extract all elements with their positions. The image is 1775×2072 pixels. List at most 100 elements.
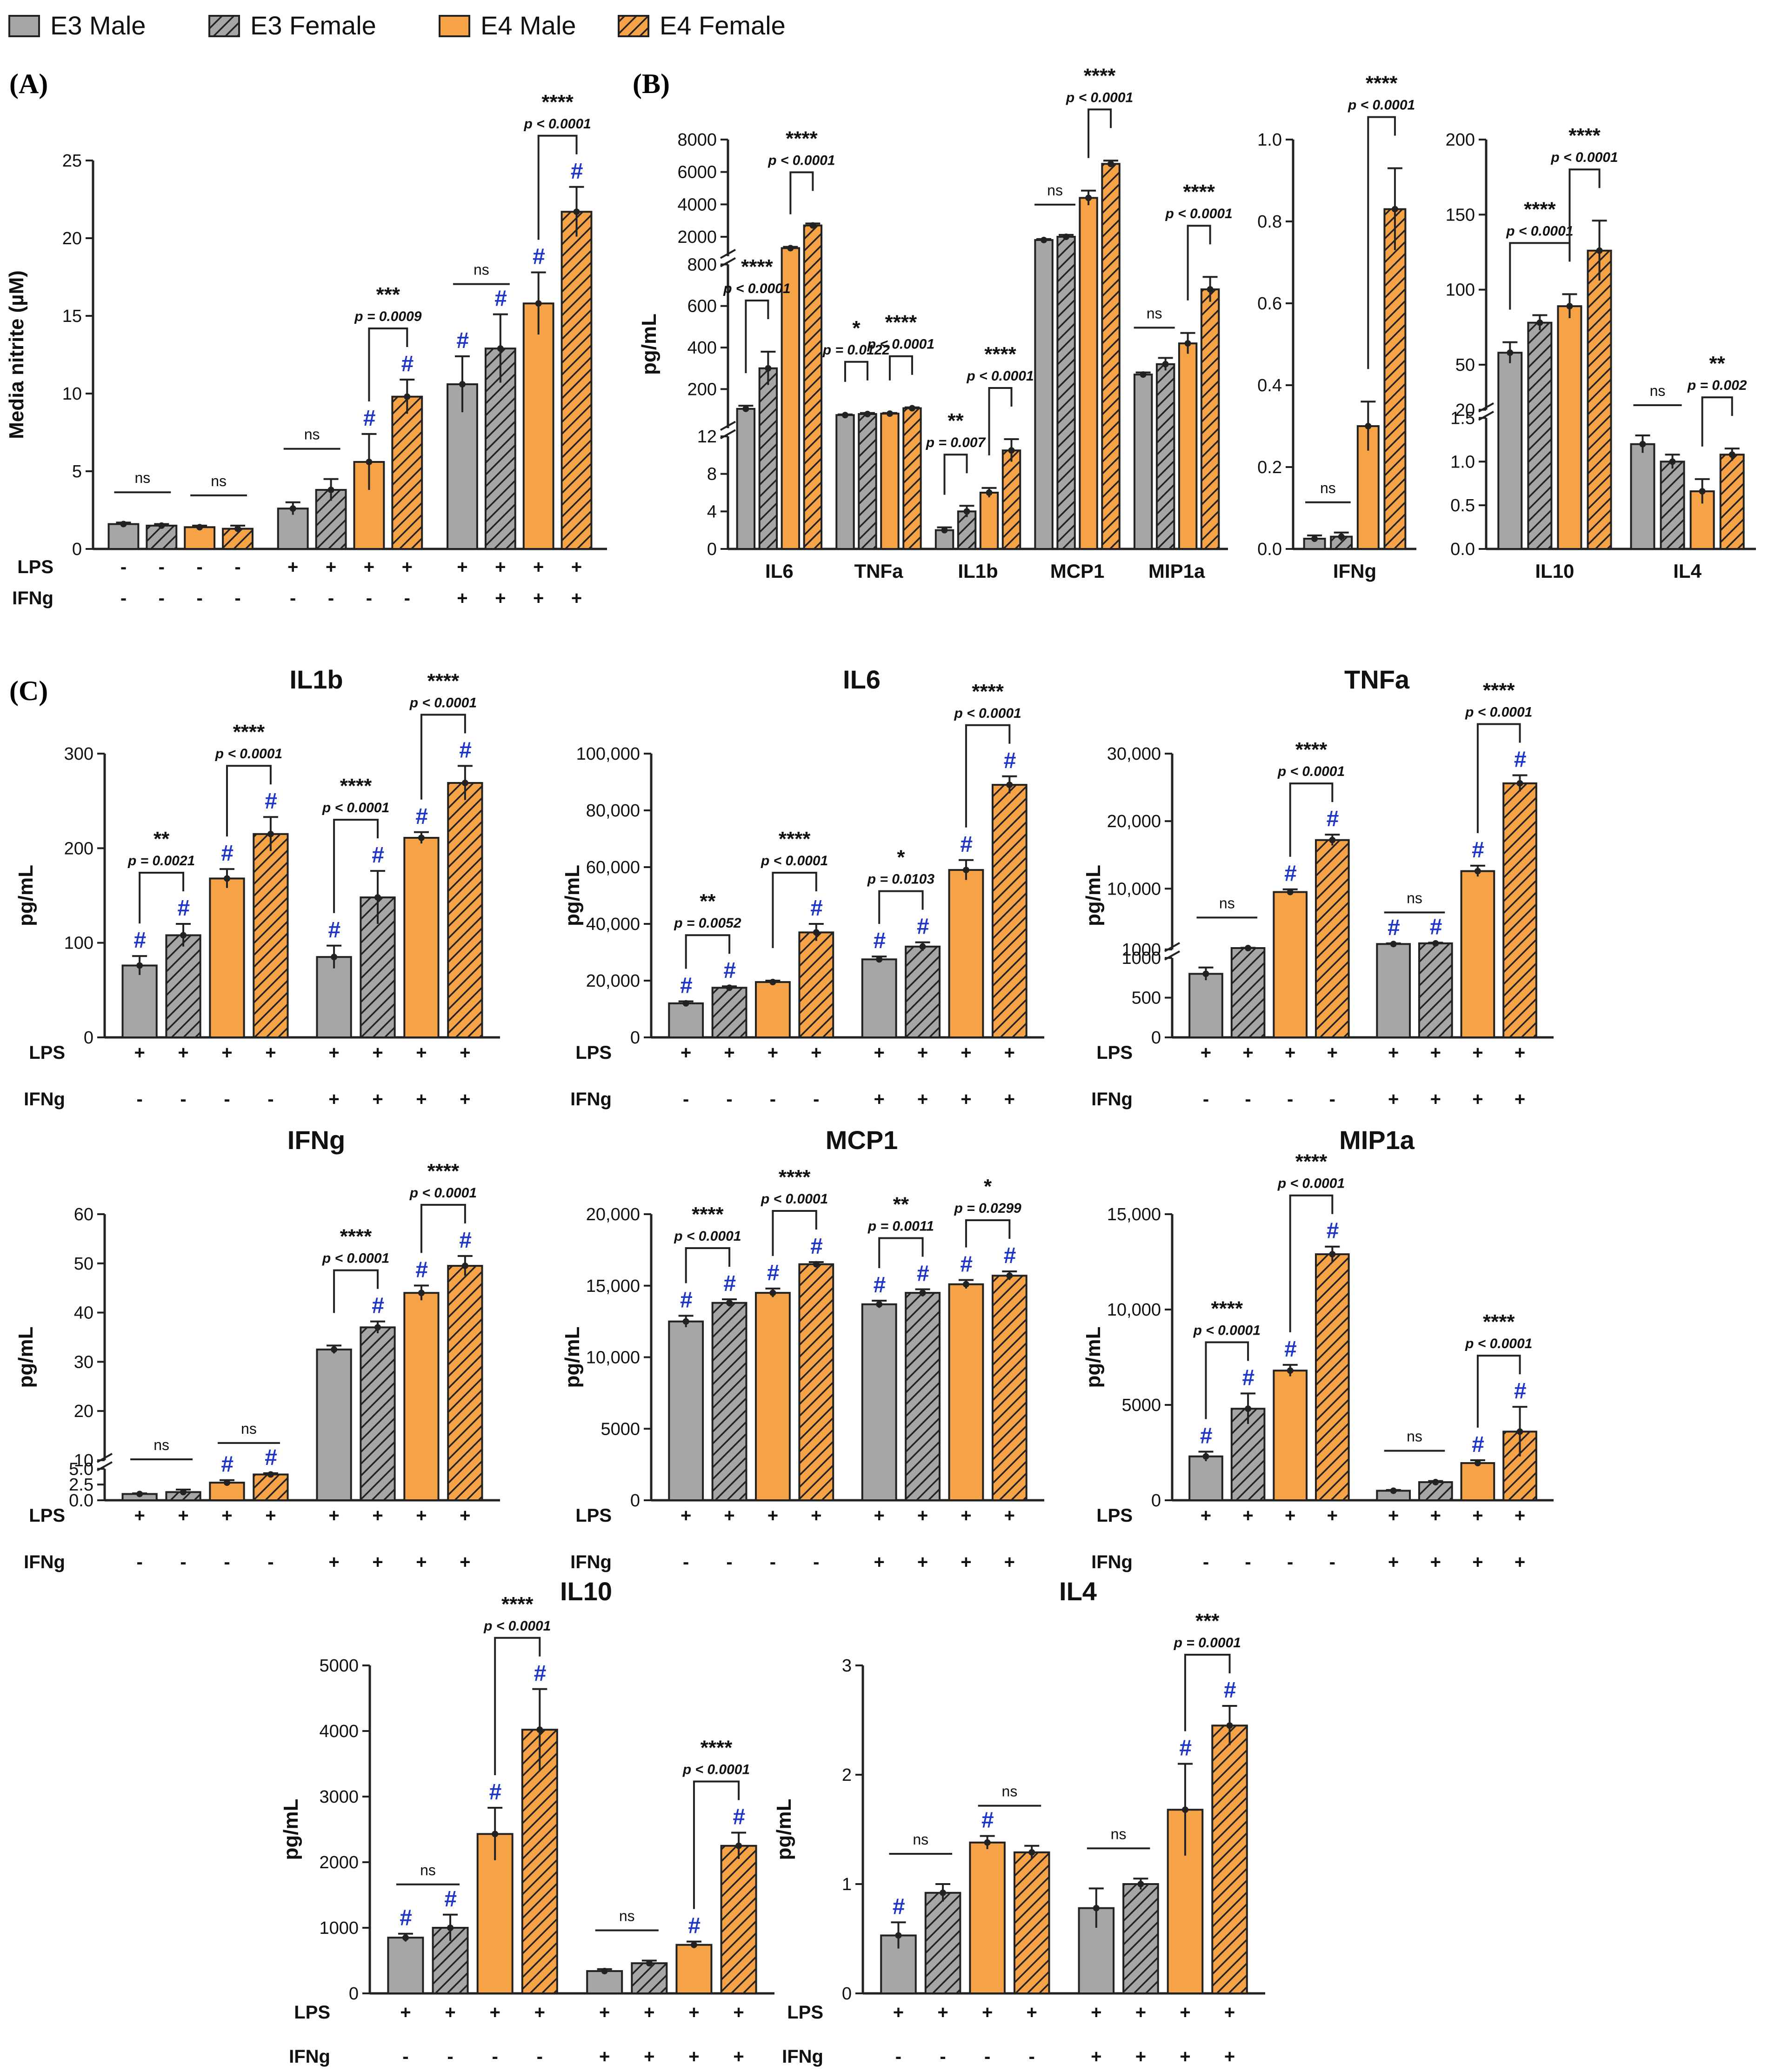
significance-hash: #	[265, 1445, 277, 1470]
ifng-sign: -	[1287, 1552, 1293, 1572]
significance-hash: #	[1179, 1736, 1192, 1761]
lps-sign: +	[961, 1505, 971, 1526]
data-point	[1162, 361, 1169, 368]
significance-label: ns	[1407, 889, 1422, 906]
lps-sign: +	[1201, 1043, 1211, 1063]
axis-break-mark	[1164, 950, 1180, 961]
ifng-sign: -	[328, 588, 334, 608]
ifng-sign: -	[224, 1089, 230, 1110]
bar	[631, 1962, 668, 1995]
chart-b2: 0.0 0.2 0.4 0.6 0.8 1.0 IFNg ns p < 0.0001 ****	[1257, 72, 1416, 582]
lps-sign: +	[681, 1043, 691, 1063]
y-tick-label: 100	[1446, 281, 1475, 300]
p-value-label: p < 0.0001	[409, 1185, 477, 1201]
significance-stars: *	[897, 846, 905, 869]
significance-hash: #	[1472, 1432, 1484, 1457]
significance-stars: **	[153, 828, 170, 850]
significance-label: ns	[211, 473, 227, 489]
significance-stars: ****	[1483, 679, 1515, 702]
bar	[758, 367, 778, 550]
bar	[1273, 1370, 1308, 1501]
p-value-label: p < 0.0001	[322, 1251, 389, 1266]
x-category-label: IL1b	[958, 560, 998, 582]
y-axis-label: pg/mL	[561, 1327, 584, 1388]
bar	[1178, 342, 1198, 550]
significance-stars: ****	[701, 1737, 733, 1759]
bar	[391, 395, 423, 550]
x-category-label: TNFa	[854, 560, 903, 582]
lps-sign: +	[372, 1043, 383, 1063]
significance-stars: *	[984, 1175, 992, 1198]
data-point	[1536, 319, 1543, 326]
y-tick-label: 10	[62, 384, 82, 404]
ifng-sign: -	[234, 588, 240, 608]
significance-bracket	[1187, 225, 1211, 301]
y-tick-label: 25	[62, 151, 82, 171]
y-tick-label: 15,000	[586, 1277, 640, 1296]
bar	[403, 836, 440, 1038]
chart-title: MIP1a	[1339, 1125, 1415, 1155]
significance-hash: #	[1429, 915, 1442, 939]
y-tick-label: 300	[64, 744, 93, 764]
significance-hash: #	[489, 1780, 501, 1805]
legend-label: E4 Female	[660, 11, 786, 40]
y-tick-label: 0.4	[1257, 376, 1282, 395]
bar	[1460, 870, 1495, 1039]
significance-label: ns	[1002, 1783, 1018, 1800]
lps-sign: +	[1004, 1043, 1015, 1063]
lps-sign: +	[811, 1505, 821, 1526]
lps-row-label: LPS	[29, 1505, 65, 1526]
y-tick-label: 0	[1151, 1028, 1161, 1048]
legend-label: E4 Male	[480, 11, 576, 40]
y-tick-label: 0	[84, 1028, 93, 1048]
data-point	[459, 381, 466, 388]
significance-stars: ****	[1183, 180, 1215, 203]
significance-bracket	[1184, 1653, 1231, 1731]
y-tick-label: 100	[64, 934, 93, 953]
axis-break-mark	[720, 421, 736, 431]
chart-title: IL4	[1059, 1577, 1097, 1606]
y-tick-label: 1000	[319, 1918, 359, 1938]
ifng-sign: +	[416, 1089, 427, 1110]
x-category-label: IL10	[1535, 560, 1574, 582]
data-point	[1181, 1806, 1188, 1813]
lps-sign: +	[402, 557, 413, 577]
significance-bracket	[420, 1203, 466, 1253]
significance-bracket	[1476, 723, 1521, 833]
data-point	[1728, 451, 1735, 458]
lps-sign: +	[416, 1043, 427, 1063]
ifng-sign: -	[136, 1089, 142, 1110]
ifng-sign: -	[180, 1089, 186, 1110]
data-point	[813, 1261, 820, 1268]
data-point	[1093, 1905, 1100, 1912]
legend-swatch	[439, 15, 470, 37]
lps-row-label: LPS	[1096, 1043, 1133, 1063]
lps-sign: +	[1472, 1043, 1483, 1063]
data-point	[234, 525, 241, 532]
lps-sign: +	[460, 1043, 470, 1063]
y-tick-label: 1000	[1121, 949, 1161, 968]
legend-swatch	[8, 15, 40, 37]
panel-label-a: (A)	[9, 68, 48, 99]
p-value-label: p < 0.0001	[1550, 150, 1618, 165]
ifng-sign: +	[1135, 2046, 1146, 2067]
bar	[1418, 942, 1453, 1039]
significance-hash: #	[892, 1894, 905, 1919]
ifng-sign: +	[961, 1089, 971, 1110]
significance-label: ns	[241, 1420, 257, 1437]
ifng-row-label: IFNg	[24, 1089, 65, 1110]
lps-sign: -	[159, 557, 165, 577]
data-point	[1287, 889, 1294, 896]
chart-b3: 0.0 0.5 1.0 1.520 50 100 150 200 IL10 IL4 p < 0.00…	[1446, 124, 1756, 582]
data-point	[919, 1290, 926, 1297]
chart-title: IL6	[843, 665, 881, 694]
chart-c-il10: IL10 pg/mL 0 1000 2000 3000 4000 5000 # + - # + - # + - #…	[280, 1577, 774, 2067]
y-tick-label: 0	[630, 1491, 640, 1511]
data-point	[180, 1489, 187, 1496]
significance-stars: ****	[427, 669, 460, 692]
data-point	[223, 875, 230, 882]
lps-sign: -	[197, 557, 203, 577]
lps-sign: +	[221, 1505, 232, 1526]
bar	[1230, 947, 1266, 1038]
lps-sign: +	[534, 2002, 545, 2023]
